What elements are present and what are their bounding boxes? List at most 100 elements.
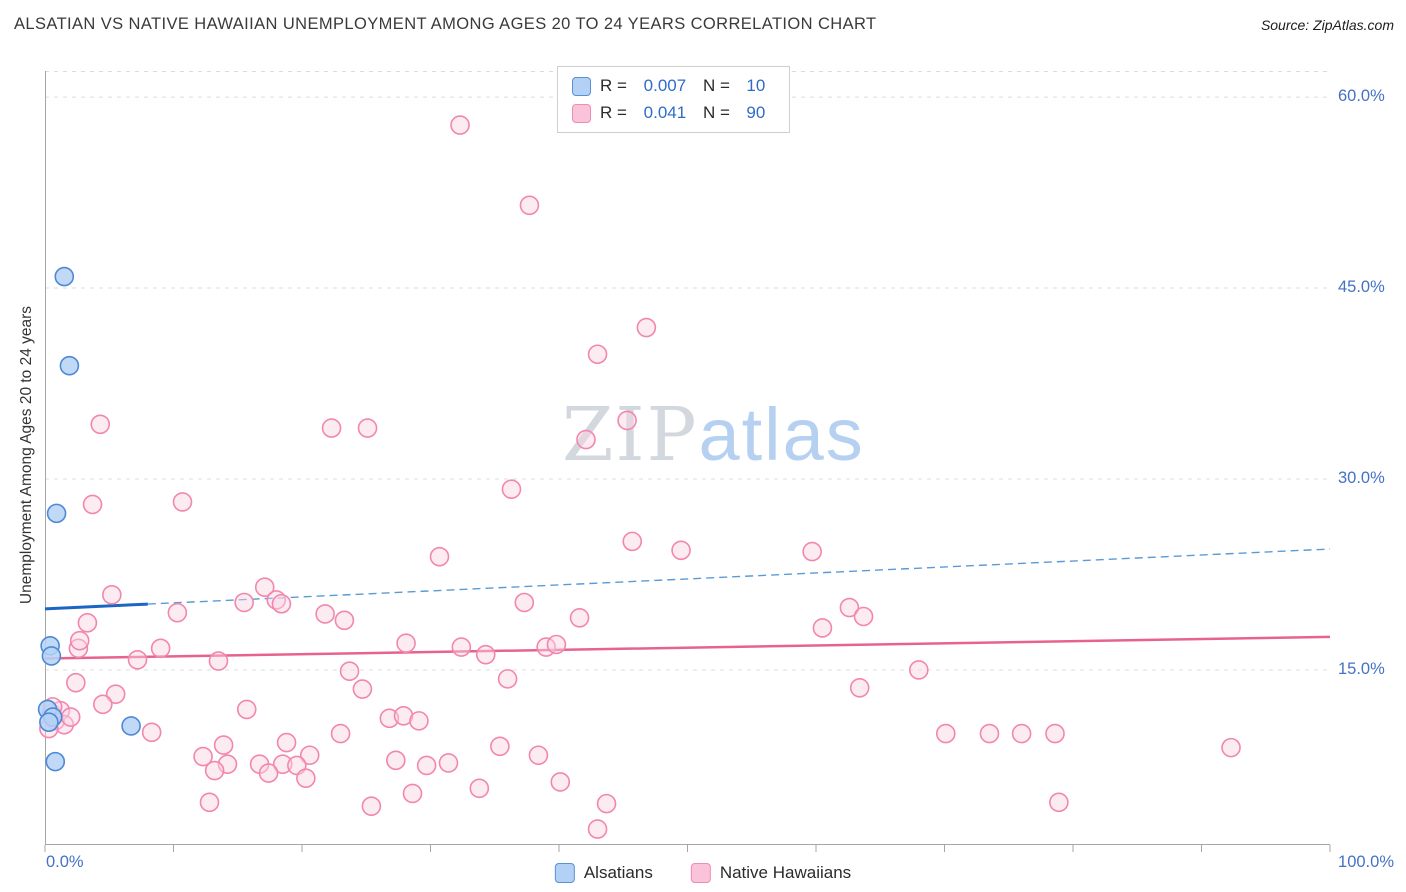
scatter-point-native-hawaiian: [550, 772, 571, 792]
legend-item-label: Native Hawaiians: [719, 863, 852, 882]
scatter-point-native-hawaiian: [1045, 723, 1065, 744]
scatter-point-native-hawaiian: [193, 746, 213, 767]
x-axis-max-label: 100.0%: [1338, 853, 1394, 871]
scatter-point-native-hawaiian: [77, 613, 98, 633]
scatter-point-native-hawaiian: [1221, 737, 1241, 758]
scatter-point-native-hawaiian: [451, 637, 472, 657]
scatter-point-native-hawaiian: [361, 796, 382, 816]
scatter-point-native-hawaiian: [352, 679, 373, 699]
scatter-point-native-hawaiian: [402, 783, 423, 804]
scatter-point-native-hawaiian: [102, 585, 122, 605]
series-legend: Alsatians Native Hawaiians: [554, 863, 852, 883]
scatter-point-native-hawaiian: [596, 793, 617, 814]
page-title: ALSATIAN VS NATIVE HAWAIIAN UNEMPLOYMENT…: [14, 15, 877, 33]
scatter-point-native-hawaiian: [812, 618, 833, 638]
y-axis-tick-label: 15.0%: [1338, 659, 1385, 678]
scatter-point-native-hawaiian: [299, 745, 320, 766]
r-value-native-hawaiians: 0.041: [643, 103, 687, 122]
scatter-point-native-hawaiian: [1011, 723, 1032, 744]
scatter-point-native-hawaiian: [438, 753, 459, 773]
scatter-point-native-hawaiian: [1049, 792, 1069, 813]
scatter-point-native-hawaiian: [82, 494, 103, 515]
scatter-point-native-hawaiian: [908, 660, 929, 680]
scatter-point-native-hawaiian: [339, 661, 360, 682]
native-hawaiians-legend-swatch-icon: [690, 863, 711, 883]
scatter-point-native-hawaiian: [234, 592, 254, 613]
scatter-point-native-hawaiian: [254, 577, 275, 598]
scatter-point-native-hawaiian: [199, 792, 220, 813]
scatter-point-native-hawaiian: [416, 755, 437, 776]
legend-row-native-hawaiians: R = 0.041 N = 90: [572, 103, 773, 123]
scatter-point-native-hawaiian: [213, 735, 234, 755]
scatter-point-native-hawaiian: [90, 414, 111, 435]
scatter-point-native-hawaiian: [450, 115, 470, 135]
scatter-point-alsatian: [59, 355, 80, 376]
n-label: N =: [702, 103, 730, 122]
scatter-point-native-hawaiian: [935, 723, 956, 744]
scatter-point-native-hawaiian: [429, 546, 450, 567]
native-hawaiians-swatch-icon: [572, 103, 591, 123]
scatter-point-native-hawaiian: [141, 722, 162, 743]
scatter-point-native-hawaiian: [802, 541, 822, 562]
correlation-legend-box: R = 0.007 N = 10 R = 0.041 N = 90: [557, 66, 790, 133]
scatter-point-native-hawaiian: [66, 672, 86, 693]
y-axis-title: Unemployment Among Ages 20 to 24 years: [18, 305, 35, 605]
scatter-point-native-hawaiian: [636, 317, 657, 338]
scatter-point-alsatian: [121, 716, 141, 736]
scatter-point-alsatian: [54, 266, 75, 287]
scatter-point-native-hawaiian: [296, 768, 316, 788]
scatter-point-native-hawaiian: [979, 723, 1000, 744]
scatter-point-native-hawaiian: [93, 694, 113, 715]
scatter-point-native-hawaiian: [379, 708, 400, 729]
scatter-point-native-hawaiian: [172, 492, 193, 512]
scatter-point-native-hawaiian: [334, 610, 355, 631]
watermark-atlas-text: atlas: [698, 393, 865, 476]
scatter-point-native-hawaiian: [321, 418, 342, 438]
scatter-point-native-hawaiian: [150, 638, 171, 659]
scatter-point-native-hawaiian: [409, 711, 429, 731]
scatter-point-native-hawaiian: [272, 754, 293, 774]
alsatians-legend-swatch-icon: [554, 863, 575, 883]
legend-item-native-hawaiians: Native Hawaiians: [690, 863, 852, 883]
watermark-zip-text: ZIP: [562, 392, 699, 478]
scatter-point-native-hawaiian: [167, 602, 188, 623]
scatter-point-native-hawaiian: [208, 651, 229, 671]
n-label: N =: [702, 76, 730, 95]
scatter-point-native-hawaiian: [839, 597, 860, 618]
x-axis-min-label: 0.0%: [46, 853, 84, 871]
scatter-point-native-hawaiian: [105, 684, 126, 704]
alsatians-swatch-icon: [572, 76, 591, 96]
scatter-point-native-hawaiian: [569, 607, 590, 628]
scatter-point-native-hawaiian: [490, 736, 510, 757]
scatter-plot-area: [37, 71, 1331, 852]
scatter-point-native-hawaiian: [127, 649, 148, 670]
scatter-point-native-hawaiian: [315, 604, 335, 624]
scatter-point-alsatian: [45, 751, 66, 772]
legend-item-label: Alsatians: [583, 863, 653, 882]
scatter-point-native-hawaiian: [519, 195, 540, 216]
r-value-alsatians: 0.007: [643, 76, 687, 95]
y-axis-tick-label: 45.0%: [1338, 278, 1385, 297]
scatter-point-native-hawaiian: [497, 669, 518, 689]
legend-item-alsatians: Alsatians: [554, 863, 653, 883]
scatter-point-native-hawaiian: [528, 745, 549, 766]
scatter-point-alsatian: [41, 646, 62, 666]
trendline-alsatians-projection: [147, 548, 1331, 605]
scatter-point-native-hawaiian: [587, 344, 608, 365]
scatter-point-native-hawaiian: [68, 638, 89, 659]
scatter-point-native-hawaiian: [514, 592, 535, 613]
scatter-point-native-hawaiian: [386, 750, 406, 771]
scatter-point-native-hawaiian: [69, 630, 90, 651]
n-value-alsatians: 10: [746, 76, 766, 95]
scatter-point-native-hawaiian: [849, 677, 870, 698]
scatter-point-native-hawaiian: [204, 760, 225, 781]
y-axis-tick-label: 30.0%: [1338, 469, 1385, 487]
n-value-native-hawaiians: 90: [746, 103, 766, 122]
scatter-plot-svg: [37, 71, 1331, 852]
trendline-native-hawaiians: [44, 635, 1331, 660]
scatter-point-native-hawaiian: [853, 606, 874, 627]
scatter-point-native-hawaiian: [393, 705, 414, 726]
zipatlas-watermark: ZIPatlas: [562, 398, 865, 473]
scatter-point-native-hawaiian: [475, 644, 496, 665]
